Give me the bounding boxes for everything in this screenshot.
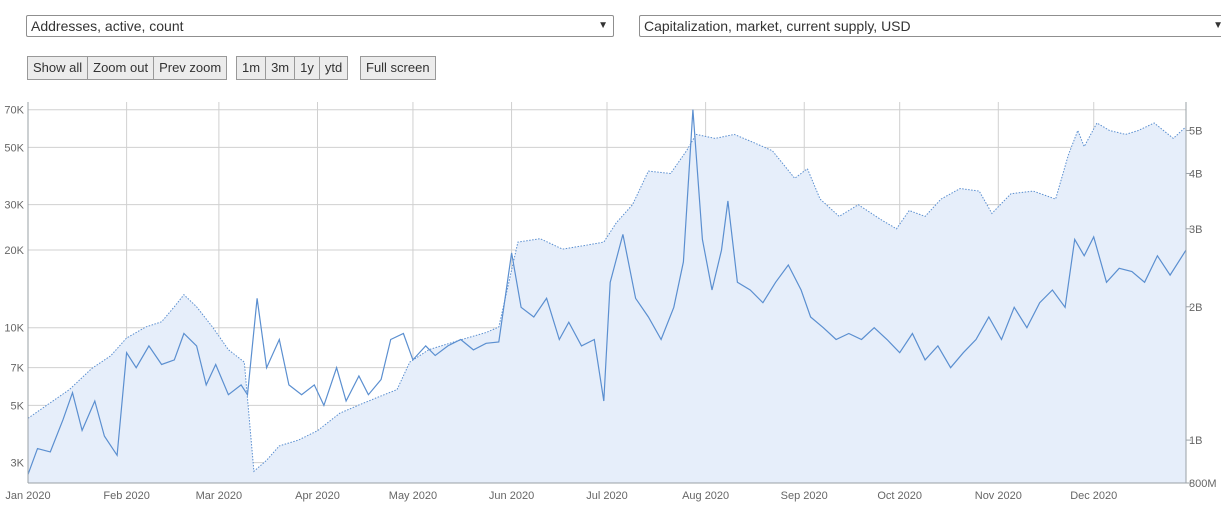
- right-axis-tick-label: 5B: [1189, 126, 1202, 138]
- show-all-button[interactable]: Show all: [28, 57, 89, 79]
- left-axis-tick-label: 30K: [4, 200, 24, 212]
- x-axis-tick-label: Dec 2020: [1070, 490, 1117, 502]
- x-axis-tick-label: Aug 2020: [682, 490, 729, 502]
- x-axis-tick-label: Jan 2020: [5, 490, 50, 502]
- chevron-down-icon: ▼: [1213, 20, 1221, 31]
- x-axis-tick-label: Mar 2020: [196, 490, 242, 502]
- x-axis-tick-label: Nov 2020: [975, 490, 1022, 502]
- left-axis-tick-label: 50K: [4, 142, 24, 154]
- right-axis-tick-label: 800M: [1189, 478, 1217, 490]
- market-cap-area: [28, 123, 1186, 483]
- range-1m-button[interactable]: 1m: [237, 57, 267, 79]
- full-screen-button[interactable]: Full screen: [366, 60, 430, 75]
- left-axis-tick-label: 20K: [4, 245, 24, 257]
- x-axis-tick-label: May 2020: [389, 490, 437, 502]
- right-axis-tick-label: 4B: [1189, 168, 1202, 180]
- prev-zoom-button[interactable]: Prev zoom: [159, 60, 222, 75]
- right-axis-tick-label: 3B: [1189, 224, 1202, 236]
- active-addresses-line: [27, 109, 1187, 475]
- range-ytd-button[interactable]: ytd: [324, 60, 343, 75]
- right-axis-tick-label: 2B: [1189, 302, 1202, 314]
- x-axis-tick-label: Jul 2020: [586, 490, 628, 502]
- range-1y-button[interactable]: 1y: [295, 57, 320, 79]
- left-axis-tick-label: 70K: [4, 105, 24, 117]
- range-3m-button[interactable]: 3m: [266, 57, 296, 79]
- x-axis-tick-label: Sep 2020: [781, 490, 828, 502]
- fullscreen-button-group: Full screen: [360, 56, 436, 80]
- left-axis-tick-label: 5K: [11, 400, 25, 412]
- right-metric-select[interactable]: Capitalization, market, current supply, …: [639, 15, 1221, 37]
- chevron-down-icon: ▼: [598, 20, 608, 31]
- zoom-button-group: Show all Zoom out Prev zoom: [27, 56, 228, 80]
- left-metric-value: Addresses, active, count: [31, 18, 184, 34]
- left-axis-tick-label: 7K: [11, 363, 25, 375]
- market-cap-line: [27, 122, 1187, 473]
- left-axis-tick-label: 3K: [11, 458, 25, 470]
- x-axis-tick-label: Feb 2020: [103, 490, 149, 502]
- left-axis-tick-label: 10K: [4, 323, 24, 335]
- range-button-group: 1m 3m 1y ytd: [236, 56, 349, 80]
- zoom-out-button[interactable]: Zoom out: [88, 57, 155, 79]
- x-axis-tick-label: Oct 2020: [877, 490, 922, 502]
- chart-area[interactable]: 3K 5K 7K 10K 20K 30K 50K 70K Jan 2020 Feb 2020 Mar…: [0, 95, 1221, 508]
- left-metric-select[interactable]: Addresses, active, count ▼: [26, 15, 614, 37]
- x-axis-tick-label: Apr 2020: [295, 490, 340, 502]
- right-axis-tick-label: 1B: [1189, 435, 1202, 447]
- right-metric-value: Capitalization, market, current supply, …: [644, 18, 911, 34]
- x-axis-tick-label: Jun 2020: [489, 490, 534, 502]
